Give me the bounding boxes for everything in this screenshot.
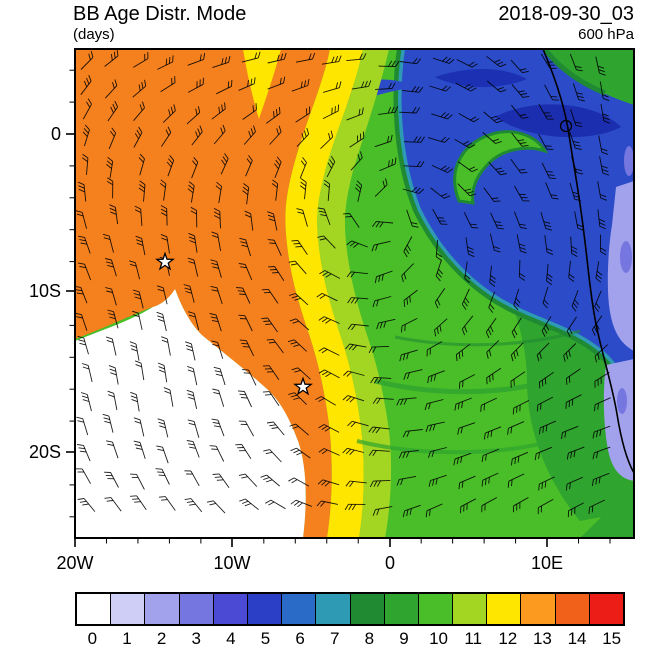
colorbar-label-12: 12: [498, 629, 518, 648]
field-yellow-wedge: [243, 49, 281, 119]
field-navy-streak-2: [435, 68, 527, 87]
colorbar-cell-11: [453, 594, 488, 624]
colorbar-label-5: 5: [260, 629, 271, 648]
colorbar-label-1: 1: [122, 629, 132, 648]
colorbar: 0 1 2 3 4 5 6 7 8 9 10 11 12 13 14 15: [75, 592, 625, 649]
field-white-region: [75, 289, 306, 538]
star-marker: [293, 376, 313, 396]
colorbar-label-10: 10: [429, 629, 449, 648]
colorbar-label-4: 4: [226, 629, 236, 648]
colorbar-label-2: 2: [156, 629, 167, 648]
colorbar-label-6: 6: [295, 629, 305, 648]
star-markers: [155, 251, 313, 396]
colorbar-cell-5: [247, 594, 283, 624]
field-orange-region: [75, 49, 332, 538]
colorbar-cell-14: [555, 594, 590, 624]
colorbar-cell-6: [282, 594, 317, 624]
colorbar-cell-0: [77, 594, 112, 624]
y-tick-label: 20S: [29, 442, 61, 462]
plot-header: BB Age Distr. Mode 2018-09-30_03 (days) …: [0, 0, 650, 43]
colorbar-label-9: 9: [399, 629, 409, 648]
field-coast-darkgreen: [542, 49, 606, 96]
colorbar-cell-2: [145, 594, 180, 624]
field-flow-streak-1: [374, 373, 568, 395]
colorbar-cell-8: [350, 594, 385, 624]
field-purple-blob-1: [620, 241, 632, 273]
field-land-green-ne: [545, 49, 634, 105]
y-tick-label: 10S: [29, 281, 61, 301]
colorbar-cell-13: [521, 594, 556, 624]
y-tick-label: 0: [51, 124, 61, 144]
colorbar-label-7: 7: [329, 629, 340, 648]
field-flow-streak-2: [356, 439, 554, 455]
map-plot: 20W 10W 0 10E 0 10S 20S: [29, 48, 635, 573]
colorbar-cell-12: [487, 594, 522, 624]
colorbar-cell-9: [384, 594, 419, 624]
field-flow-streak-3: [394, 329, 581, 347]
field-lavender-patch-1: [607, 181, 634, 351]
colorbar-label-3: 3: [191, 629, 201, 648]
field-navy-streak: [495, 104, 621, 138]
colorbar-cell-3: [179, 594, 214, 624]
plot-units: (days): [73, 26, 115, 43]
wind-barbs: [75, 49, 611, 518]
x-tick-label: 10W: [213, 553, 250, 573]
colorbar-cell-4: [213, 594, 248, 624]
colorbar-label-15: 15: [602, 629, 622, 648]
map-frame: [74, 48, 635, 539]
x-tick-label: 0: [385, 553, 395, 573]
colorbar-cells: [75, 592, 625, 626]
colorbar-labels: 0 1 2 3 4 5 6 7 8 9 10 11 12 13 14 15: [75, 629, 629, 649]
colorbar-label-14: 14: [567, 629, 587, 648]
plot-title: BB Age Distr. Mode: [73, 3, 247, 25]
coastline-path: [542, 49, 634, 474]
coastline: [542, 49, 634, 474]
colorbar-cell-7: [316, 594, 351, 624]
field-green-swirl: [453, 130, 549, 205]
colorbar-label-8: 8: [364, 629, 375, 648]
plot-datetime: 2018-09-30_03: [498, 3, 634, 25]
x-tick-label: 20W: [56, 553, 93, 573]
star-marker: [155, 251, 175, 271]
map-axes: 20W 10W 0 10E 0 10S 20S: [29, 69, 611, 573]
field-yellow-band: [285, 49, 364, 538]
field-purple-blob-3: [624, 146, 634, 176]
colorbar-label-11: 11: [464, 629, 483, 648]
plot-level: 600 hPa: [578, 26, 634, 43]
colorbar-cell-15: [589, 594, 623, 624]
colorbar-cell-10: [418, 594, 454, 624]
x-tick-label: 10E: [531, 553, 563, 573]
contour-field: [75, 49, 634, 538]
colorbar-label-13: 13: [532, 629, 552, 648]
coast-lake-contour: [559, 119, 573, 133]
field-yellowgreen-band: [317, 49, 392, 538]
field-green-se-corner: [580, 485, 634, 538]
colorbar-cell-1: [111, 594, 146, 624]
colorbar-label-0: 0: [87, 629, 98, 648]
field-purple-blob-2: [617, 388, 627, 414]
